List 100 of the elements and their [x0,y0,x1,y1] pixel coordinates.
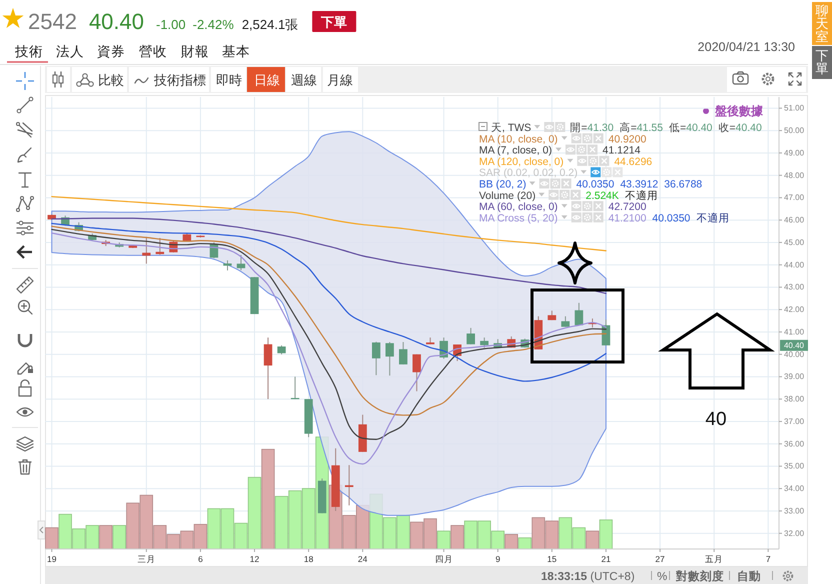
candlestick [344,464,354,506]
y-tick-label: 51.00 [784,104,805,113]
annotation: 40.9200 [608,133,646,146]
text: MA (10, close, 0) [479,133,558,146]
y-tick-label: 48.00 [784,170,805,180]
bar [112,525,126,550]
text: 營收 [139,44,167,59]
line-series [51,222,607,382]
text: 對數刻度 [675,569,724,583]
candlestick [264,337,272,400]
candlestick [561,316,570,328]
text: 技術 [14,44,43,59]
y-tick-label: 36.00 [784,439,805,448]
annotation: 44.6296 [614,156,652,168]
annotation: 不適用 [624,188,658,202]
x-tick-label: 五月 [705,554,724,564]
annotation: 盤後數據 [714,104,764,118]
y-tick-label: 38.00 [784,394,805,404]
y-tick-label: 32.00 [784,528,805,538]
annotation: 40.0350 [652,212,690,224]
candlestick [156,237,164,256]
annotation: 36.6788 [664,178,702,190]
bar [599,519,613,550]
candlestick [142,236,151,264]
x-tick-label: 19 [47,554,57,564]
annotation: 40 [705,409,727,430]
text: 週線 [291,72,317,88]
text: BB (20, 2) [479,178,526,190]
y-tick-label: 33.00 [784,506,805,516]
x-tick-label: 三月 [137,554,156,564]
annotation: 40.40 [784,340,805,350]
y-tick-label: 50.00 [784,126,805,136]
candlestick [372,341,380,376]
annotation: Volume (20) [479,190,536,202]
y-tick-label: 41.00 [784,327,805,336]
annotation: 收=40.40 [718,122,762,134]
bar [99,525,112,550]
annotation: SAR (0.02, 0.02, 0.2) [479,167,578,180]
bar [504,534,518,550]
x-tick-label: 21 [601,554,611,564]
candlestick [236,254,246,271]
annotation: 天, TWS [491,122,532,134]
bar [450,525,464,550]
text: 財報 [181,44,209,59]
text: 日線 [254,72,280,88]
text: -2.42% [192,17,234,32]
text: 下單 [816,48,828,76]
y-tick-label: 44.00 [784,260,805,270]
x-tick-label: 9 [495,554,500,564]
candlestick [412,354,421,392]
bar [518,537,532,550]
annotation: 42.7200 [608,201,646,214]
annotation: 高=41.55 [620,121,664,134]
text: 聊天室 [816,3,828,44]
x-tick-label: 四月 [434,554,453,564]
text: 18:33:15 (UTC+8) [541,571,635,583]
text: 技術指標 [153,72,206,88]
bar [261,448,275,550]
y-tick-label: 49.00 [784,148,805,158]
annotation: 40.40 [686,122,713,134]
y-tick-label: 47.00 [784,193,805,202]
annotation: 不適用 [696,211,730,224]
text: 低= [668,122,686,134]
text: 2542 [28,9,77,34]
x-tick-label: 15 [547,554,557,564]
y-tick-label: 39.00 [784,372,805,382]
annotation: 41.2100 [608,212,646,224]
x-tick-label: 27 [655,554,666,564]
x-tick-label: 12 [250,554,260,564]
text: 基本 [222,44,250,59]
y-tick-label: 37.00 [784,416,805,426]
y-tick-label: 46.00 [784,216,805,225]
candlestick [466,327,475,345]
annotation: 2.524K [586,190,619,202]
text: MA Cross (5, 20) [479,212,558,224]
bar [437,530,450,550]
candlestick [399,342,408,365]
x-tick-label: 6 [198,554,204,564]
y-tick-label: 34.00 [784,484,805,494]
annotation: 開=41.30 [570,122,614,134]
candlestick [386,342,394,376]
text: 下單 [320,14,348,30]
text: 月線 [327,72,353,88]
y-tick-label: 43.00 [784,282,805,292]
x-tick-label: 24 [358,554,368,564]
text: 法人 [56,44,84,59]
y-tick-label: 35.00 [784,462,805,471]
text: 比較 [98,72,124,88]
text: MA (60, close, 0) [479,201,558,214]
text: -1.00 [156,17,186,32]
text: 自動 [737,569,761,583]
annotation: 41.1214 [602,144,641,157]
text: 2020/04/21 13:30 [698,40,796,54]
candlestick [480,337,489,348]
text: 40.40 [88,9,144,34]
bar [586,530,600,550]
text: MA (7, close, 0) [479,144,552,157]
y-tick-label: 45.00 [784,238,805,247]
text: % [657,571,668,583]
candlestick [574,302,584,326]
